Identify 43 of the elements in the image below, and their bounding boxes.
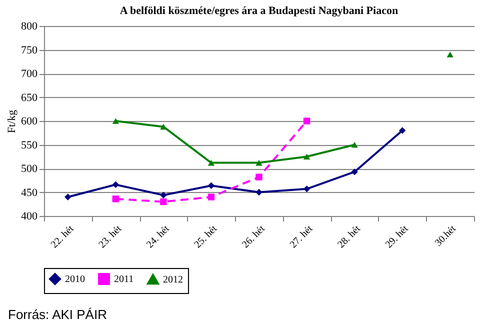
point <box>208 194 215 200</box>
point <box>160 192 167 198</box>
x-tick-label: 27. hét <box>288 223 316 251</box>
point <box>160 124 167 130</box>
legend-label: 2012 <box>163 274 183 286</box>
point <box>303 154 310 160</box>
point <box>208 160 215 166</box>
point <box>256 174 262 180</box>
chart-title: A belföldi köszméte/egres ára a Budapesti Nagybani Piacon <box>120 5 398 17</box>
y-tick-label: 400 <box>21 210 38 222</box>
y-axis-title: Ft/kg <box>6 109 18 134</box>
point <box>303 186 310 192</box>
y-tick-label: 700 <box>21 68 38 80</box>
y-tick-label: 800 <box>21 20 38 32</box>
point <box>256 188 262 196</box>
point <box>160 198 167 206</box>
text: Forrás: AKI PÁIR <box>8 307 107 322</box>
x-tick-label: 24. hét <box>144 223 172 251</box>
legend-label: 2010 <box>65 274 85 285</box>
x-tick-label: 26. hét <box>240 223 268 251</box>
x-tick-label: 22. hét <box>49 223 76 251</box>
point <box>64 194 72 200</box>
point <box>256 160 262 166</box>
point <box>208 182 215 189</box>
x-tick-label: 23. hét <box>96 223 124 251</box>
y-tick-label: 650 <box>21 92 38 104</box>
y-tick-label: 600 <box>21 116 38 128</box>
y-tick-label: 450 <box>21 186 38 199</box>
x-tick-label: 29. hét <box>384 223 411 251</box>
y-tick-label: 500 <box>21 163 38 175</box>
point <box>446 52 454 58</box>
y-tick-label: 750 <box>21 44 38 56</box>
x-tick-label: 28. hét <box>336 223 363 251</box>
point <box>112 118 120 124</box>
y-tick-label: 550 <box>21 139 38 152</box>
point <box>398 127 406 134</box>
x-tick-label: 25. hét <box>192 223 220 251</box>
point <box>351 142 358 148</box>
point <box>112 196 120 202</box>
point <box>351 168 358 176</box>
legend-label: 2011 <box>114 274 134 285</box>
point <box>303 118 310 124</box>
point <box>112 181 120 188</box>
